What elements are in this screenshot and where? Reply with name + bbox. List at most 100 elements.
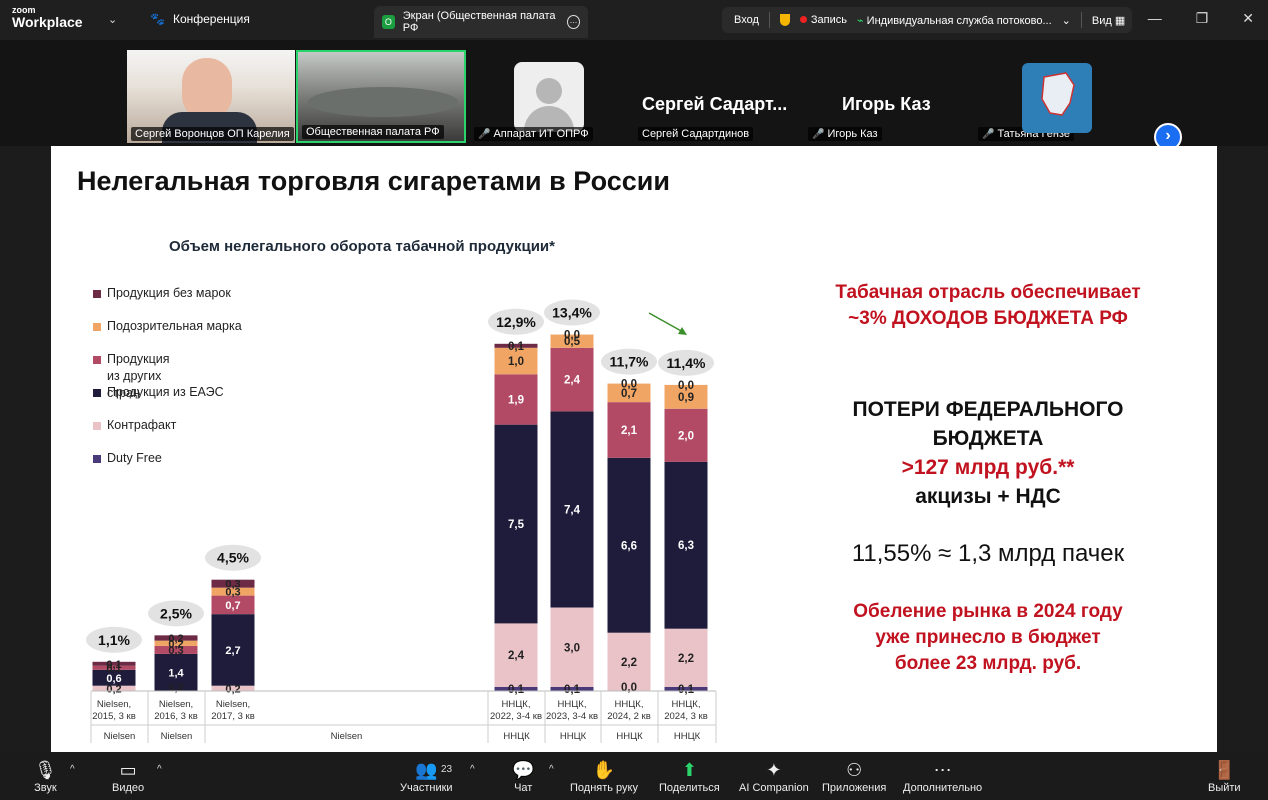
record-button[interactable]: Запись — [799, 14, 847, 26]
bar-segment — [494, 343, 538, 348]
audio-options-chevron-icon[interactable]: ^ — [70, 764, 75, 775]
raise-hand-label: Поднять руку — [570, 782, 638, 794]
stream-signal-icon: ⌁ — [856, 14, 867, 27]
participants-button[interactable]: 👥 Участники — [400, 758, 453, 794]
meeting-label: Конференция — [172, 12, 250, 26]
chart-title: Объем нелегального оборота табачной прод… — [169, 238, 555, 255]
total-label: 2,5% — [160, 605, 192, 621]
legend-item: Продукция без марок — [93, 285, 231, 302]
bar-segment — [92, 669, 136, 686]
audio-button[interactable]: 🎙 Звук — [34, 758, 57, 794]
security-shield-icon[interactable] — [779, 14, 790, 26]
data-label: 6,6 — [621, 540, 637, 552]
close-icon[interactable]: ✕ — [1242, 10, 1254, 26]
divider — [1080, 12, 1082, 28]
video-camera-icon: ▭ — [119, 760, 137, 780]
chat-options-chevron-icon[interactable]: ^ — [549, 764, 554, 775]
video-label: Видео — [112, 782, 145, 794]
participant-name: Аппарат ИТ ОПРФ — [493, 128, 589, 140]
category-label: 2015, 3 кв — [92, 711, 136, 722]
enter-button[interactable]: Вход — [734, 14, 759, 26]
leave-icon: 🚪 — [1213, 760, 1236, 780]
stream-chevron-icon[interactable]: ⌄ — [1061, 14, 1071, 27]
leave-label: Выйти — [1208, 782, 1241, 794]
total-bubble — [601, 348, 657, 375]
data-label: 0,1 — [678, 684, 695, 696]
legend-item: Duty Free — [93, 450, 162, 467]
source-group-label: ННЦК — [503, 731, 530, 742]
meeting-controls-bar: 🎙 Звук ^ ▭ Видео ^ 👥 Участники 23 ^ 💬 Чат ^ … — [0, 752, 1268, 800]
category-label: Nielsen, — [97, 699, 131, 710]
budget-loss-taxes: акцизы + НДС — [915, 485, 1061, 508]
data-label: 1,9 — [508, 394, 524, 406]
bar-segment — [550, 334, 594, 348]
bar-segment — [664, 408, 708, 462]
bar-segment — [664, 384, 708, 409]
bar-segment — [607, 632, 651, 691]
total-bubble — [86, 626, 142, 653]
participant-tile[interactable]: Сергей Садарт... Сергей Садартдинов — [634, 50, 800, 143]
total-bubble — [544, 299, 600, 326]
source-group-label: ННЦК — [616, 731, 643, 742]
participant-tile[interactable]: Игорь Каз 🎤 Игорь Каз — [804, 50, 970, 143]
video-options-chevron-icon[interactable]: ^ — [157, 764, 162, 775]
screen-share-tab[interactable]: O Экран (Общественная палата РФ … — [374, 6, 588, 38]
data-label: 0,3 — [225, 587, 240, 599]
grid-view-icon: ▦ — [1114, 14, 1126, 27]
leave-button[interactable]: 🚪 Выйти — [1208, 758, 1241, 794]
muted-mic-icon: 🎤 — [812, 129, 825, 140]
emblem-logo — [1022, 63, 1092, 133]
participants-icon: 👥 — [415, 760, 438, 780]
region-map-icon — [1041, 72, 1075, 116]
bar-segment — [494, 374, 538, 425]
participant-tile[interactable]: 🎤 Аппарат ИТ ОПРФ — [470, 50, 630, 143]
raise-hand-button[interactable]: ✋ Поднять руку — [570, 758, 638, 794]
participant-tile-active[interactable]: Общественная палата РФ — [296, 50, 466, 143]
participant-name: Общественная палата РФ — [302, 125, 444, 139]
bar-segment — [494, 687, 538, 691]
participants-options-chevron-icon[interactable]: ^ — [470, 764, 475, 775]
trend-arrow-head — [678, 327, 687, 335]
data-label: 2,4 — [564, 375, 581, 387]
category-label: ННЦК, — [558, 699, 587, 710]
revenue-share-text: Табачная отрасль обеспечивает ~3% ДОХОДО… — [771, 280, 1205, 332]
bar-segment — [494, 347, 538, 375]
app-menu-chevron-icon[interactable]: ⌄ — [108, 14, 118, 26]
chat-button[interactable]: 💬 Чат — [512, 758, 534, 794]
participant-tile[interactable]: Сергей Воронцов ОП Карелия — [127, 50, 295, 143]
data-label: 0,1 — [106, 659, 121, 671]
share-button[interactable]: ⬆ Поделиться — [659, 758, 720, 794]
bar-segment — [92, 685, 136, 691]
bar-segment — [664, 461, 708, 629]
legend-label: Продукция из ЕАЭС — [107, 385, 224, 399]
category-label: 2023, 3-4 кв — [546, 711, 598, 722]
record-label: Запись — [810, 14, 847, 26]
category-label: ННЦК, — [502, 699, 531, 710]
data-label: 2,0 — [678, 430, 694, 442]
more-icon: ⋯ — [933, 760, 952, 780]
minimize-icon[interactable]: — — [1147, 10, 1162, 26]
bar-segment — [211, 579, 255, 588]
category-label: Nielsen, — [216, 699, 250, 710]
meeting-info-button[interactable]: 🐾 Конференция — [150, 12, 250, 26]
video-button[interactable]: ▭ Видео — [112, 758, 144, 794]
ai-companion-button[interactable]: ✦ AI Companion — [739, 758, 809, 794]
bar-segment — [607, 457, 651, 633]
participant-display-name: Сергей Садарт... — [642, 94, 788, 114]
bar-segment — [550, 687, 594, 691]
legend-swatch — [93, 422, 101, 430]
data-label: 0,3 — [168, 645, 183, 657]
more-options-icon[interactable]: … — [567, 15, 580, 29]
more-button[interactable]: ⋯ Дополнительно — [903, 758, 982, 794]
bar-segment — [664, 628, 708, 687]
data-label: 0,7 — [621, 388, 637, 400]
bar-segment — [607, 383, 651, 403]
participants-label: Участники — [400, 782, 453, 794]
data-label: 0,2 — [225, 683, 240, 695]
muted-mic-icon: 🎤 — [478, 129, 491, 140]
view-button[interactable]: Вид ▦ — [1092, 14, 1125, 27]
stream-button[interactable]: ⌁ Индивидуальная служба потоково... — [857, 14, 1052, 27]
restore-icon[interactable]: ❐ — [1195, 10, 1209, 26]
category-label: ННЦК, — [615, 699, 644, 710]
apps-button[interactable]: ⚇ Приложения — [822, 758, 886, 794]
